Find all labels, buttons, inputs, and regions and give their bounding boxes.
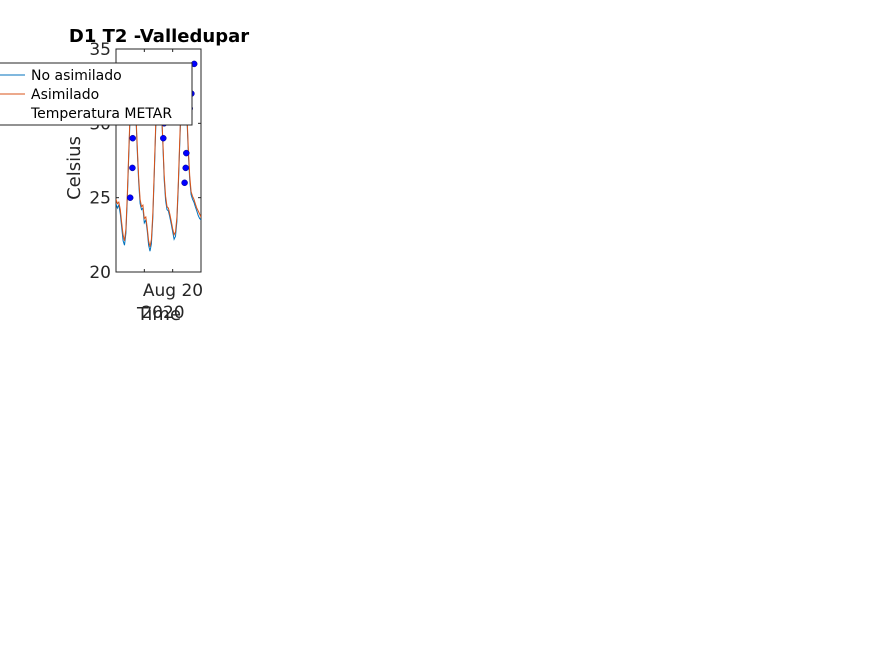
- legend-entry-no-asimilado[interactable]: No asimilado: [0, 68, 122, 84]
- legend[interactable]: No asimilado Asimilado Temperatura METAR: [0, 62, 193, 126]
- chart-title: D1 T2 -Valledupar: [69, 26, 249, 47]
- data-point: [183, 149, 190, 157]
- legend-label-no-asimilado: No asimilado: [31, 68, 122, 84]
- y-tick-label: 35: [89, 40, 111, 60]
- x-secondary-label: 2020: [141, 303, 184, 323]
- data-point: [160, 134, 167, 142]
- y-tick-label: 25: [89, 189, 111, 209]
- legend-box: [0, 62, 193, 126]
- legend-label-temperatura-metar: Temperatura METAR: [30, 106, 172, 122]
- data-point: [129, 164, 136, 172]
- y-tick-label: 20: [89, 263, 111, 283]
- data-point: [129, 134, 136, 142]
- legend-entry-asimilado[interactable]: Asimilado: [0, 87, 99, 103]
- data-point: [181, 179, 188, 187]
- x-axis-label: Time: [136, 304, 181, 325]
- legend-entry-temperatura-metar[interactable]: Temperatura METAR: [30, 106, 172, 122]
- y-axis-label: Celsius: [64, 136, 85, 200]
- data-point: [182, 164, 189, 172]
- legend-label-asimilado: Asimilado: [31, 87, 99, 103]
- data-point: [126, 194, 134, 201]
- x-tick-label: Aug 20: [143, 281, 203, 301]
